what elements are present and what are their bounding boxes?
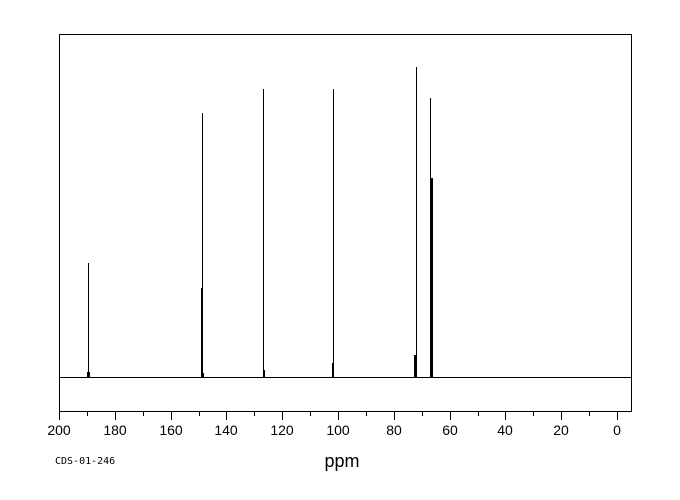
x-axis-major-tick	[394, 412, 395, 420]
x-tick-label: 140	[214, 422, 238, 438]
x-axis-major-tick	[561, 412, 562, 420]
spectrum-peak	[416, 67, 417, 377]
spectrum-peak	[263, 89, 264, 377]
x-axis-minor-tick	[533, 412, 534, 416]
spectrum-peak-shoulder	[414, 355, 416, 377]
spectrum-peak-foot	[430, 374, 432, 377]
spectrum-baseline	[59, 377, 632, 378]
x-tick-label: 120	[270, 422, 294, 438]
spectrum-peak-shoulder	[264, 370, 265, 377]
x-axis-minor-tick	[143, 412, 144, 416]
x-axis-minor-tick	[589, 412, 590, 416]
x-tick-label: 60	[442, 422, 458, 438]
spectrum-peak	[202, 113, 203, 377]
x-axis-major-tick	[226, 412, 227, 420]
x-tick-label: 80	[386, 422, 402, 438]
spectrum-peak-shoulder	[332, 363, 333, 377]
x-axis-minor-tick	[366, 412, 367, 416]
plot-area	[59, 34, 632, 412]
x-axis-major-tick	[617, 412, 618, 420]
x-tick-label: 160	[159, 422, 183, 438]
x-axis-minor-tick	[87, 412, 88, 416]
x-axis-major-tick	[115, 412, 116, 420]
x-axis-minor-tick	[478, 412, 479, 416]
spectrum-peak-foot	[201, 373, 204, 377]
x-axis-minor-tick	[310, 412, 311, 416]
spectrum-peak-foot	[263, 374, 265, 377]
x-tick-label: 20	[553, 422, 569, 438]
spectrum-peak-foot	[332, 374, 334, 377]
spectrum-peak-shoulder	[201, 288, 202, 377]
x-axis-major-tick	[450, 412, 451, 420]
spectrum-peak-shoulder	[431, 178, 433, 377]
x-axis-minor-tick	[254, 412, 255, 416]
x-axis-minor-tick	[199, 412, 200, 416]
x-axis-unit-label: ppm	[324, 451, 360, 471]
spectrum-peak-foot	[87, 372, 90, 377]
x-tick-label: 40	[497, 422, 513, 438]
x-axis-major-tick	[505, 412, 506, 420]
spectrum-peak	[88, 263, 89, 377]
x-axis-major-tick	[282, 412, 283, 420]
x-tick-label: 0	[613, 422, 621, 438]
spectrum-peak	[333, 89, 334, 377]
x-axis-major-tick	[338, 412, 339, 420]
x-tick-label: 100	[326, 422, 350, 438]
x-axis-major-tick	[171, 412, 172, 420]
x-axis-major-tick	[59, 412, 60, 420]
x-tick-label: 180	[103, 422, 127, 438]
x-axis-minor-tick	[422, 412, 423, 416]
spectrum-peak-foot	[415, 374, 417, 377]
x-tick-label: 200	[47, 422, 71, 438]
spectrum-peak	[430, 98, 431, 377]
sample-id-label: CDS-01-246	[55, 456, 116, 467]
